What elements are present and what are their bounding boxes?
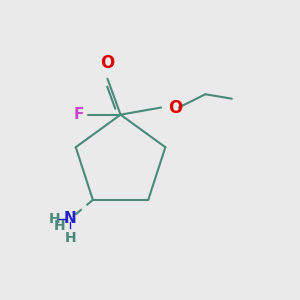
- Text: H: H: [48, 212, 60, 226]
- Text: H: H: [54, 219, 66, 233]
- Text: H: H: [64, 231, 76, 244]
- Text: N: N: [64, 211, 77, 226]
- Text: O: O: [100, 54, 115, 72]
- Text: O: O: [169, 98, 183, 116]
- Text: F: F: [74, 107, 84, 122]
